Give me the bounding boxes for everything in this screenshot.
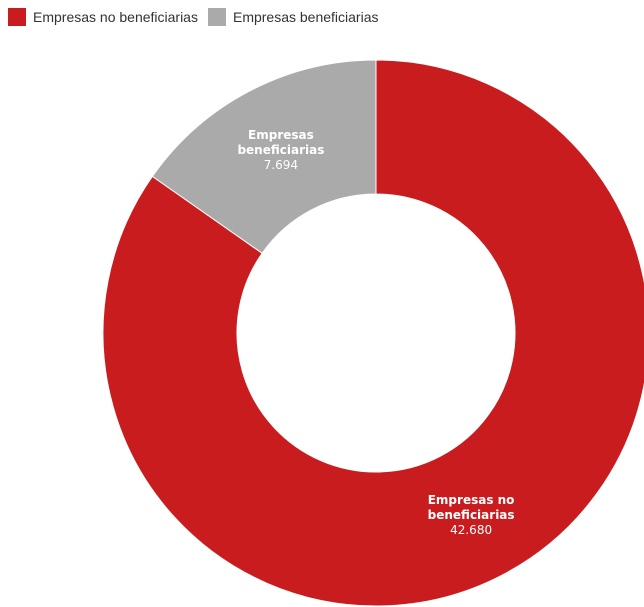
slice-beneficiarias[interactable] xyxy=(151,59,377,254)
legend-swatch-no-beneficiarias xyxy=(8,8,26,26)
slice-labels: Empresas nobeneficiarias42.680Empresasbe… xyxy=(237,128,514,537)
slice-value-beneficiarias: 7.694 xyxy=(264,158,298,172)
slice-label-no-beneficiarias: Empresas no xyxy=(428,493,515,507)
donut-slices xyxy=(102,59,644,607)
slice-label-no-beneficiarias: beneficiarias xyxy=(428,508,515,522)
legend-label-beneficiarias: Empresas beneficiarias xyxy=(232,9,379,25)
slice-no-beneficiarias[interactable] xyxy=(102,59,644,607)
legend-item-no-beneficiarias[interactable]: Empresas no beneficiarias xyxy=(8,8,198,26)
legend-label-no-beneficiarias: Empresas no beneficiarias xyxy=(33,9,198,25)
legend-swatch-beneficiarias xyxy=(207,8,226,26)
legend-item-beneficiarias[interactable]: Empresas beneficiarias xyxy=(207,8,379,26)
slice-value-no-beneficiarias: 42.680 xyxy=(450,523,492,537)
slice-label-beneficiarias: Empresas xyxy=(248,128,314,142)
slice-label-beneficiarias: beneficiarias xyxy=(237,143,324,157)
chart-legend: Empresas no beneficiarias Empresas benef… xyxy=(8,8,389,26)
